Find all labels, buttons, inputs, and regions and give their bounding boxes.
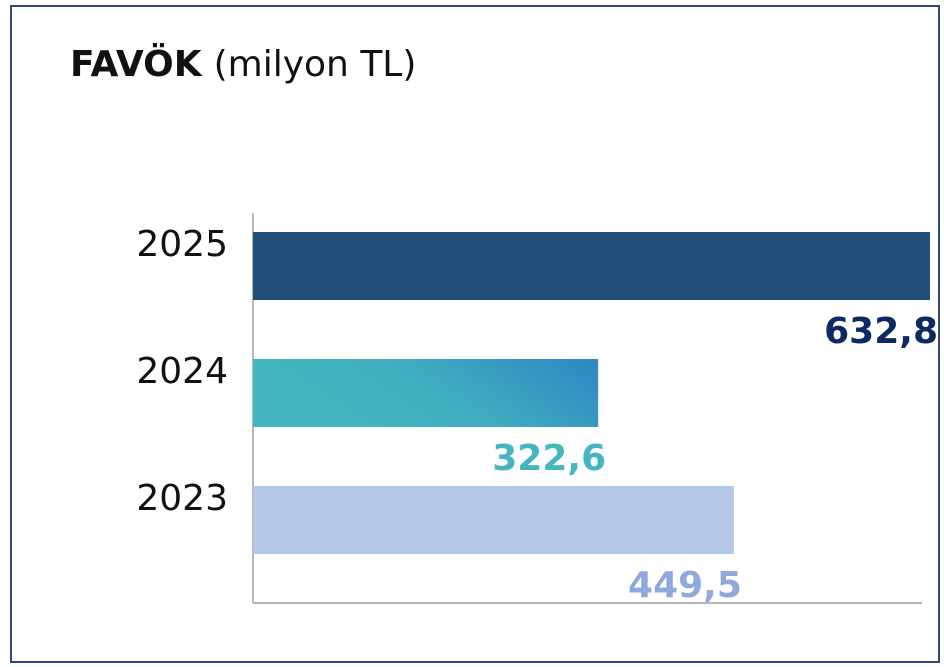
value-label: 322,6 [492, 438, 606, 479]
y-tick-label: 2024 [136, 351, 228, 392]
bar [253, 232, 930, 300]
bar [253, 486, 734, 554]
y-tick-label: 2023 [136, 478, 228, 519]
chart-title: FAVÖK [70, 43, 203, 85]
bar [253, 359, 599, 427]
value-label: 449,5 [628, 565, 742, 606]
chart-subtitle: (milyon TL) [214, 44, 417, 85]
frame [10, 5, 940, 663]
chart-title-group: FAVÖK (milyon TL) [70, 43, 416, 85]
value-label: 632,8 [824, 311, 938, 352]
y-tick-label: 2025 [136, 224, 228, 265]
